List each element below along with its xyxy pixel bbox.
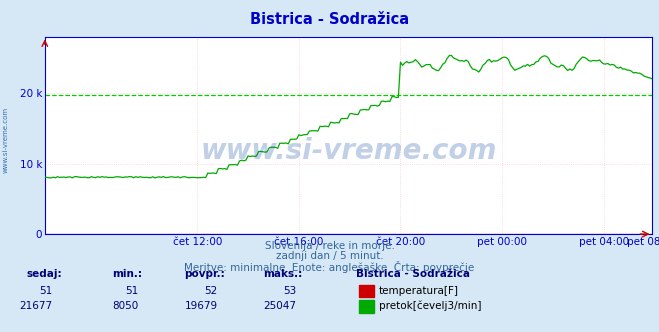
Text: 8050: 8050 bbox=[112, 301, 138, 311]
Text: www.si-vreme.com: www.si-vreme.com bbox=[2, 106, 9, 173]
Text: 51: 51 bbox=[40, 286, 53, 296]
Text: sedaj:: sedaj: bbox=[26, 269, 62, 279]
Text: 25047: 25047 bbox=[264, 301, 297, 311]
Text: 19679: 19679 bbox=[185, 301, 217, 311]
Text: www.si-vreme.com: www.si-vreme.com bbox=[200, 137, 497, 165]
Text: 51: 51 bbox=[125, 286, 138, 296]
Text: Slovenija / reke in morje.: Slovenija / reke in morje. bbox=[264, 241, 395, 251]
Text: povpr.:: povpr.: bbox=[185, 269, 225, 279]
Text: pretok[čevelj3/min]: pretok[čevelj3/min] bbox=[379, 301, 482, 311]
Text: 53: 53 bbox=[283, 286, 297, 296]
Text: temperatura[F]: temperatura[F] bbox=[379, 286, 459, 296]
Text: Bistrica - Sodražica: Bistrica - Sodražica bbox=[250, 12, 409, 27]
Text: 21677: 21677 bbox=[20, 301, 53, 311]
Text: min.:: min.: bbox=[112, 269, 142, 279]
Text: 52: 52 bbox=[204, 286, 217, 296]
Text: maks.:: maks.: bbox=[264, 269, 303, 279]
Text: Meritve: minimalne  Enote: anglešaške  Črta: povprečje: Meritve: minimalne Enote: anglešaške Črt… bbox=[185, 261, 474, 273]
Text: zadnji dan / 5 minut.: zadnji dan / 5 minut. bbox=[275, 251, 384, 261]
Text: Bistrica - Sodražica: Bistrica - Sodražica bbox=[356, 269, 470, 279]
